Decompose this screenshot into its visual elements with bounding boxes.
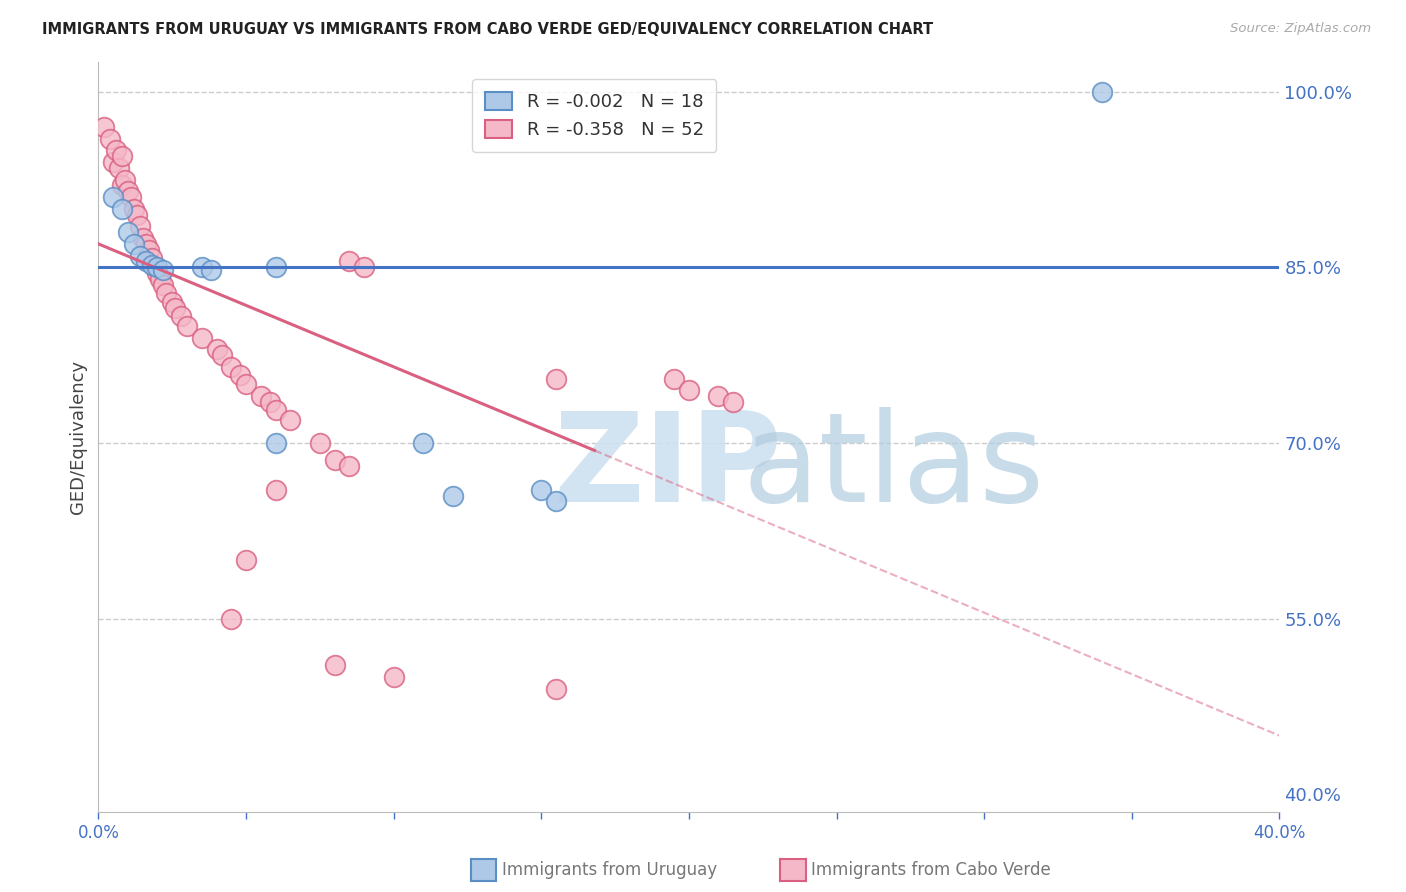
Point (132, 231, 155, 245)
Point (353, 260, 375, 275)
Point (165, 301, 187, 316)
Point (128, 219, 150, 234)
Point (546, 494, 568, 508)
Point (138, 243, 160, 257)
Text: IMMIGRANTS FROM URUGUAY VS IMMIGRANTS FROM CABO VERDE GED/EQUIVALENCY CORRELATIO: IMMIGRANTS FROM URUGUAY VS IMMIGRANTS FR… (42, 22, 934, 37)
Text: Source: ZipAtlas.com: Source: ZipAtlas.com (1230, 22, 1371, 36)
Point (111, 178, 134, 193)
Point (382, 670, 405, 684)
Point (707, 389, 730, 403)
Point (141, 258, 163, 272)
Point (111, 149, 134, 163)
Point (152, 262, 174, 277)
Point (111, 202, 134, 216)
Point (122, 236, 145, 251)
Point (103, 155, 125, 169)
Point (323, 658, 346, 673)
Point (135, 254, 157, 268)
Point (108, 161, 131, 175)
Point (229, 368, 252, 382)
Point (546, 681, 568, 696)
Point (149, 272, 172, 286)
Point (93, 120, 115, 134)
Point (250, 389, 273, 403)
Point (412, 436, 434, 450)
Point (105, 143, 128, 157)
Text: ZIP: ZIP (553, 407, 782, 527)
Point (200, 262, 222, 277)
Point (264, 260, 287, 275)
Point (135, 236, 157, 251)
Point (103, 190, 125, 204)
Point (125, 208, 148, 222)
Point (235, 377, 257, 392)
Y-axis label: GED/Equivalency: GED/Equivalency (69, 360, 87, 514)
Point (264, 483, 287, 497)
Point (441, 489, 464, 503)
Text: Immigrants from Uruguay: Immigrants from Uruguay (502, 861, 717, 879)
Text: Immigrants from Cabo Verde: Immigrants from Cabo Verde (811, 861, 1052, 879)
Point (339, 459, 361, 474)
Point (176, 318, 198, 333)
Point (280, 412, 302, 426)
Point (235, 553, 257, 567)
Point (259, 395, 281, 409)
Point (117, 184, 139, 198)
Point (205, 343, 228, 357)
Point (664, 371, 686, 385)
Point (117, 225, 139, 239)
Point (546, 371, 568, 385)
Point (128, 249, 150, 263)
Point (723, 395, 745, 409)
Point (323, 453, 346, 467)
Point (120, 190, 142, 204)
Point (143, 260, 166, 275)
Point (264, 403, 287, 417)
Point (141, 251, 163, 265)
Point (530, 483, 553, 497)
Point (211, 348, 233, 362)
Point (146, 260, 169, 275)
Legend: R = -0.002   N = 18, R = -0.358   N = 52: R = -0.002 N = 18, R = -0.358 N = 52 (472, 79, 717, 152)
Point (221, 611, 243, 625)
Point (191, 330, 214, 344)
Point (152, 277, 174, 292)
Point (155, 286, 177, 301)
Point (339, 254, 361, 268)
Point (309, 436, 332, 450)
Point (678, 384, 700, 398)
Point (114, 172, 136, 186)
Point (264, 436, 287, 450)
Point (1091, 85, 1114, 99)
Point (162, 295, 183, 310)
Point (146, 266, 169, 280)
Text: atlas: atlas (742, 407, 1045, 527)
Point (98, 131, 121, 145)
Point (191, 260, 214, 275)
Point (221, 359, 243, 374)
Point (170, 310, 193, 324)
Point (122, 202, 145, 216)
